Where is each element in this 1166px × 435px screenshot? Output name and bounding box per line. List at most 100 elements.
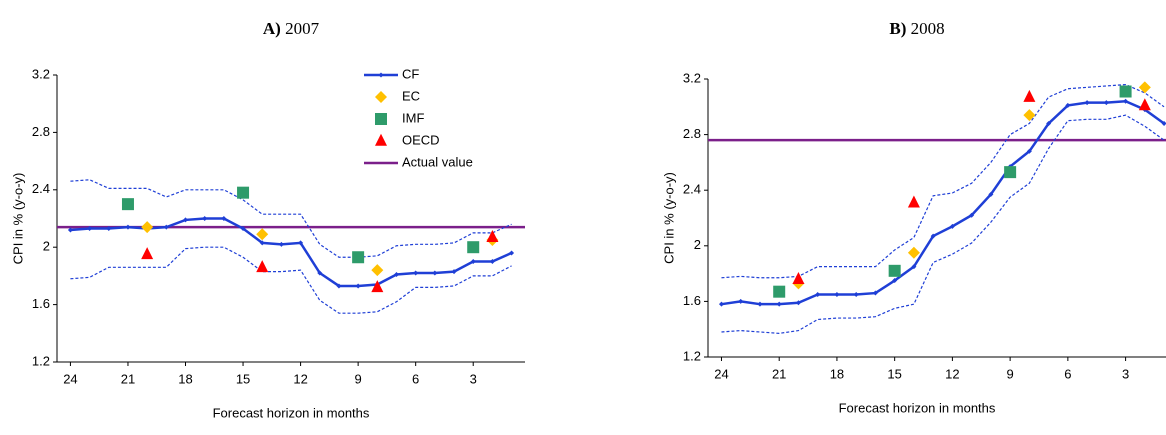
cf-line: [721, 99, 1165, 306]
marker-diamond: [67, 227, 73, 233]
x-axis-label: Forecast horizon in months: [839, 400, 996, 415]
marker-diamond: [202, 216, 208, 221]
legend-label: IMF: [402, 110, 424, 125]
marker-diamond: [1138, 81, 1151, 94]
y-tick-label: 3.2: [32, 66, 50, 81]
x-tick-label: 18: [178, 371, 192, 386]
y-tick-label: 1.6: [683, 293, 701, 308]
marker-diamond: [378, 72, 384, 78]
marker-triangle: [141, 247, 154, 260]
legend-label: Actual value: [402, 154, 473, 169]
marker-diamond: [141, 221, 154, 234]
marker-triangle: [907, 195, 920, 208]
marker-diamond: [907, 246, 920, 259]
marker-diamond: [815, 291, 821, 297]
y-axis-label: CPI in % (y-o-y): [661, 172, 676, 264]
marker-diamond: [988, 191, 994, 197]
marker-diamond: [969, 212, 975, 218]
x-tick-label: 21: [121, 371, 135, 386]
legend-label: OECD: [402, 132, 440, 147]
x-tick-label: 15: [236, 371, 250, 386]
marker-diamond: [1123, 98, 1129, 104]
marker-diamond: [336, 283, 342, 289]
marker-diamond: [393, 271, 399, 277]
plot: [57, 179, 525, 314]
marker-diamond: [757, 301, 763, 307]
marker-diamond: [259, 240, 265, 246]
marker-diamond: [776, 301, 782, 307]
marker-triangle: [256, 260, 269, 273]
marker-diamond: [1161, 120, 1166, 126]
panel-title: A) 2007: [263, 19, 320, 38]
marker-diamond: [432, 270, 438, 276]
y-axis-label: CPI in % (y-o-y): [10, 173, 25, 265]
y-tick-label: 1.6: [32, 296, 50, 311]
x-tick-label: 3: [1122, 366, 1129, 381]
marker-square: [375, 113, 387, 125]
y-tick-label: 2: [43, 239, 50, 254]
marker-triangle: [1023, 89, 1036, 102]
marker-diamond: [911, 264, 917, 270]
marker-diamond: [1046, 120, 1052, 126]
marker-triangle: [792, 271, 805, 284]
y-tick-label: 2.8: [683, 126, 701, 141]
marker-diamond: [470, 259, 476, 265]
marker-diamond: [371, 264, 384, 277]
x-tick-label: 24: [63, 371, 77, 386]
y-tick-label: 1.2: [683, 348, 701, 363]
x-axis-label: Forecast horizon in months: [213, 405, 370, 420]
y-tick-label: 2: [694, 237, 701, 252]
marker-diamond: [375, 91, 387, 103]
marker-diamond: [1023, 109, 1036, 122]
marker-diamond: [795, 300, 801, 306]
y-tick-label: 2.8: [32, 124, 50, 139]
marker-diamond: [949, 223, 955, 229]
marker-diamond: [892, 278, 898, 284]
x-tick-label: 6: [412, 371, 419, 386]
marker-diamond: [853, 291, 859, 297]
marker-square: [888, 264, 901, 277]
marker-diamond: [834, 291, 840, 297]
title-year: 2007: [285, 19, 320, 38]
marker-square: [237, 186, 250, 199]
band-line: [70, 179, 512, 258]
x-tick-label: 18: [830, 366, 844, 381]
x-tick-label: 12: [945, 366, 959, 381]
marker-diamond: [930, 233, 936, 239]
plot: [708, 81, 1166, 334]
marker-triangle: [1138, 98, 1151, 111]
marker-square: [467, 241, 480, 254]
title-year: 2008: [911, 19, 945, 38]
band-line: [70, 246, 512, 314]
x-tick-label: 15: [887, 366, 901, 381]
marker-triangle: [486, 229, 499, 242]
marker-square: [773, 285, 786, 298]
marker-diamond: [317, 270, 323, 276]
marker-diamond: [183, 217, 189, 223]
marker-diamond: [240, 226, 246, 232]
marker-diamond: [872, 290, 878, 296]
marker-diamond: [87, 226, 93, 232]
marker-diamond: [1065, 102, 1071, 108]
marker-diamond: [256, 228, 269, 241]
marker-square: [1119, 85, 1132, 98]
cf-line: [70, 217, 513, 288]
x-tick-label: 3: [470, 371, 477, 386]
marker-triangle: [375, 133, 387, 146]
marker-diamond: [298, 240, 304, 246]
band-line: [721, 83, 1165, 279]
x-tick-label: 24: [714, 366, 728, 381]
panel-label: A): [263, 19, 281, 38]
x-tick-label: 12: [293, 371, 307, 386]
marker-diamond: [1103, 100, 1109, 106]
x-tick-label: 6: [1064, 366, 1071, 381]
marker-diamond: [413, 270, 419, 276]
marker-diamond: [106, 226, 112, 232]
marker-square: [352, 251, 365, 264]
marker-diamond: [1084, 100, 1090, 106]
marker-diamond: [355, 283, 361, 289]
marker-diamond: [163, 224, 169, 230]
y-tick-label: 2.4: [32, 181, 50, 196]
marker-diamond: [509, 250, 515, 256]
marker-diamond: [221, 216, 227, 221]
